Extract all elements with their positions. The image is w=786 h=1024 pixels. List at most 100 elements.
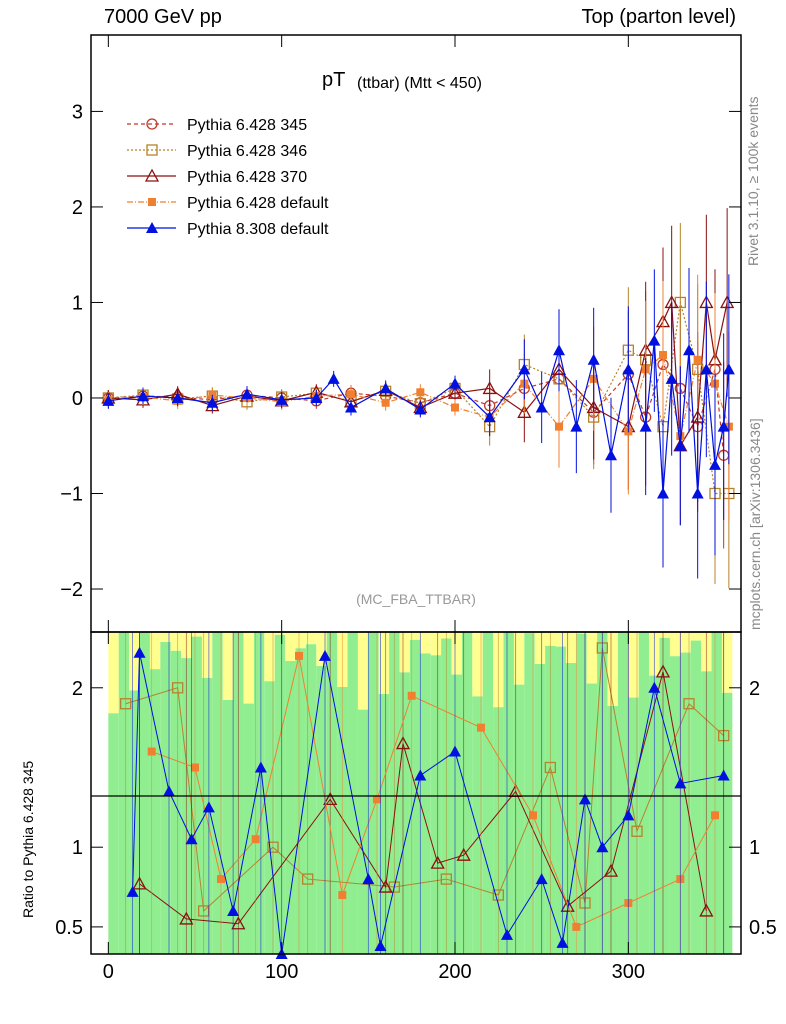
- ratio-y-axis-label: Ratio to Pythia 6.428 345: [20, 760, 36, 918]
- ratio-point: [378, 879, 393, 893]
- ratio-point: [717, 769, 730, 781]
- ratio-band-outer: [274, 632, 286, 635]
- legend-marker: [146, 118, 158, 130]
- x-tick-label: 100: [265, 961, 298, 983]
- ratio-band-inner: [118, 632, 130, 954]
- ratio-point: [147, 747, 156, 756]
- y-tick-label: 2: [72, 197, 83, 219]
- ratio-band-outer: [378, 632, 390, 695]
- ratio-point: [362, 873, 375, 885]
- ratio-band-inner: [170, 650, 182, 954]
- main-plot-marks: [101, 208, 735, 589]
- data-point: [553, 344, 565, 356]
- ratio-point: [302, 873, 314, 885]
- data-point: [535, 401, 548, 413]
- ratio-band-outer: [451, 632, 462, 675]
- ratio-y-tick-label-right: 2: [749, 678, 760, 700]
- mcplots-label: mcplots.cern.ch [arXiv:1306.3436]: [747, 418, 763, 630]
- ratio-plot-frame: [90, 631, 742, 955]
- data-point: [518, 363, 531, 375]
- data-point: [570, 420, 583, 432]
- ratio-point: [185, 833, 198, 845]
- ratio-band-inner: [160, 642, 171, 954]
- ratio-band-inner: [108, 713, 119, 954]
- data-point: [416, 388, 425, 397]
- ratio-band-outer: [576, 632, 587, 634]
- data-point: [659, 350, 667, 359]
- ratio-band-inner: [139, 632, 150, 954]
- ratio-band-inner: [680, 652, 691, 954]
- series-line-0: [108, 363, 725, 456]
- ratio-band-inner: [430, 655, 442, 954]
- ratio-point: [456, 847, 471, 861]
- ratio-band-outer: [420, 632, 431, 654]
- ratio-band-inner: [368, 632, 379, 954]
- ratio-band-inner: [451, 674, 462, 954]
- ratio-band-inner: [524, 633, 535, 954]
- data-point: [555, 422, 563, 431]
- ratio-point: [648, 681, 661, 693]
- plot-title-main: pT: [322, 69, 345, 91]
- ratio-band-inner: [482, 632, 494, 954]
- legend-entry-label: Pythia 6.428 default: [187, 195, 329, 212]
- ratio-point: [699, 903, 714, 917]
- data-point: [683, 344, 695, 356]
- ratio-point: [449, 745, 461, 757]
- ratio-point: [414, 769, 427, 781]
- ratio-band-inner: [555, 646, 566, 954]
- ratio-point: [217, 875, 225, 884]
- ratio-point: [231, 916, 246, 930]
- ratio-point: [579, 793, 591, 805]
- ratio-band-outer: [680, 632, 691, 653]
- y-tick-label: 1: [72, 292, 83, 314]
- ratio-band-inner: [347, 632, 358, 954]
- ratio-point: [267, 841, 279, 853]
- data-point: [648, 334, 661, 346]
- series-line-1: [108, 302, 729, 495]
- ratio-band-inner: [669, 656, 681, 954]
- ratio-band-outer: [628, 632, 639, 698]
- x-tick-label: 0: [103, 961, 114, 983]
- ratio-point: [179, 911, 194, 925]
- series-line-2: [108, 302, 728, 448]
- ratio-point: [544, 761, 556, 774]
- ratio-point: [655, 664, 671, 678]
- data-point: [451, 403, 459, 412]
- ratio-band-outer: [243, 632, 254, 704]
- legend: Pythia 6.428 345 Pythia 6.428 346 Pythia 6…: [127, 117, 329, 238]
- ratio-band-inner: [638, 632, 650, 954]
- legend-marker: [146, 222, 158, 233]
- data-point: [414, 403, 427, 415]
- legend-marker: [148, 198, 156, 206]
- ratio-band-inner: [357, 709, 369, 954]
- ratio-y-tick-label-left: 2: [72, 678, 83, 700]
- ratio-band-outer: [659, 632, 670, 638]
- ratio-point: [622, 809, 635, 821]
- ratio-point: [603, 863, 619, 877]
- ratio-band-outer: [607, 632, 618, 707]
- data-point: [137, 390, 149, 402]
- y-tick-label: 0: [72, 388, 83, 410]
- ratio-band-outer: [285, 632, 296, 662]
- legend-marker: [146, 144, 158, 156]
- ratio-point: [711, 811, 719, 820]
- data-point: [605, 449, 617, 461]
- ratio-y-tick-label-right: 1: [749, 837, 760, 859]
- ratio-point: [529, 811, 537, 820]
- ratio-point: [374, 940, 387, 952]
- ratio-band-outer: [160, 632, 171, 643]
- ratio-band-outer: [721, 632, 733, 693]
- ratio-band-outer: [316, 632, 327, 667]
- data-point: [691, 487, 704, 499]
- data-point: [709, 458, 721, 470]
- ratio-band-inner: [295, 648, 306, 954]
- ratio-band-inner: [201, 677, 213, 954]
- ratio-point: [319, 649, 331, 661]
- ratio-band-inner: [503, 632, 514, 954]
- data-point: [483, 411, 496, 423]
- legend-entry-label: Pythia 6.428 370: [187, 169, 307, 186]
- ratio-band-outer: [305, 632, 317, 645]
- ratio-band-inner: [305, 644, 317, 954]
- ratio-point: [295, 651, 303, 660]
- data-point: [206, 396, 219, 408]
